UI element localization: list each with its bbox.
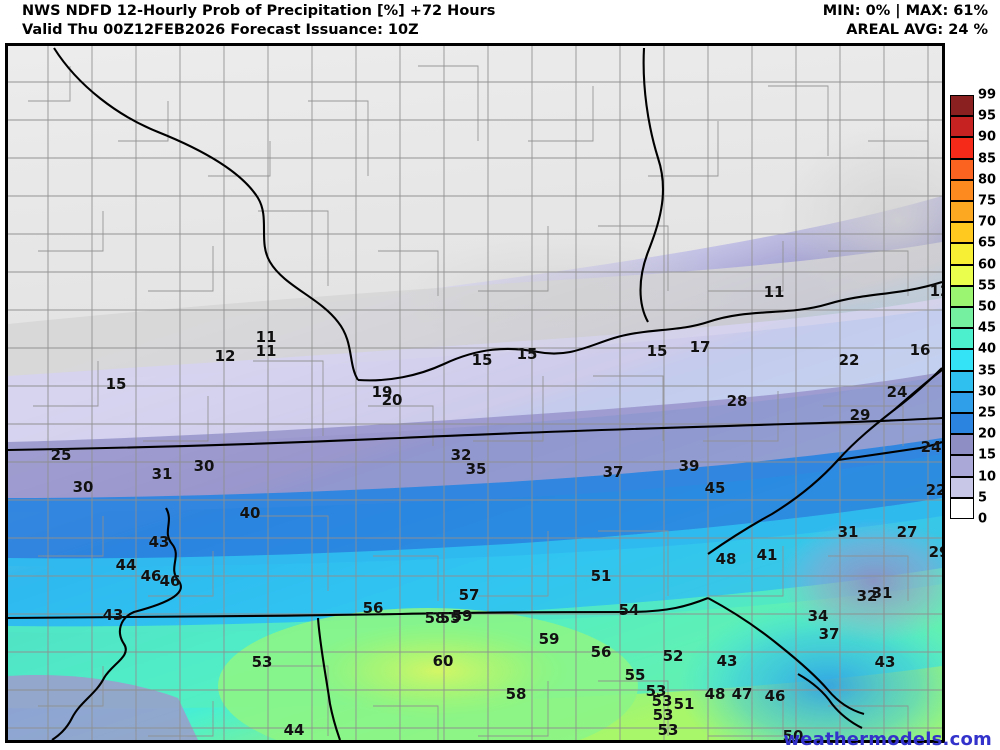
- min-max-stats: MIN: 0% | MAX: 61%: [822, 3, 988, 19]
- precipitation-contour-layer: [8, 46, 942, 740]
- pop-purple-corner-southwest: [8, 674, 198, 740]
- state-boundaries: [8, 47, 942, 740]
- colorbar-tick-20: 20: [978, 426, 997, 442]
- colorbar-tick-40: 40: [978, 341, 997, 357]
- colorbar-band-90: [950, 137, 974, 159]
- pop-band-10: [8, 298, 942, 450]
- colorbar-tick-35: 35: [978, 363, 997, 379]
- colorbar-tick-70: 70: [978, 214, 997, 230]
- colorbar-band-99: [950, 95, 974, 117]
- map-canvas[interactable]: 1111121515151517111216221920282429242225…: [5, 43, 945, 743]
- colorbar-tick-0: 0: [978, 511, 988, 527]
- pop-gray-tongue-center: [388, 236, 748, 356]
- colorbar-tick-65: 65: [978, 235, 997, 251]
- colorbar-band-25: [950, 413, 974, 435]
- header-bar: NWS NDFD 12-Hourly Prob of Precipitation…: [0, 0, 1000, 42]
- colorbar-band-70: [950, 222, 974, 244]
- colorbar-tick-85: 85: [978, 151, 997, 167]
- colorbar-band-20: [950, 434, 974, 456]
- colorbar-band-15: [950, 455, 974, 477]
- colorbar-band-35: [950, 370, 974, 392]
- pop-purple-notch-southeast: [779, 519, 942, 643]
- colorbar-band-50: [950, 307, 974, 329]
- colorbar-tick-90: 90: [978, 129, 997, 145]
- header-stats-block: MIN: 0% | MAX: 61% AREAL AVG: 24 %: [823, 2, 988, 40]
- colorbar-tick-80: 80: [978, 172, 997, 188]
- colorbar-tick-55: 55: [978, 278, 997, 294]
- colorbar-tick-15: 15: [978, 447, 997, 463]
- colorbar-tick-30: 30: [978, 384, 997, 400]
- colorbar-legend[interactable]: 99 95 90 85 80 75 70 65 60 55 50 45 40 35 30 25 20 15 10 5 0: [950, 89, 997, 526]
- colorbar-tick-25: 25: [978, 405, 997, 421]
- colorbar-band-40: [950, 349, 974, 371]
- colorbar-band-30: [950, 391, 974, 413]
- product-title: NWS NDFD 12-Hourly Prob of Precipitation…: [22, 3, 496, 19]
- colorbar-band-75: [950, 201, 974, 223]
- colorbar-band-80: [950, 179, 974, 201]
- county-boundaries-detail: [28, 65, 929, 740]
- colorbar-tick-45: 45: [978, 320, 997, 336]
- pop-gray-tongue-northeast: [778, 126, 942, 316]
- colorbar-band-45: [950, 328, 974, 350]
- colorbar-tick-5: 5: [978, 490, 988, 506]
- header-title-block: NWS NDFD 12-Hourly Prob of Precipitation…: [22, 2, 495, 40]
- county-boundaries: [8, 46, 942, 740]
- colorbar-tick-99: 99: [978, 87, 997, 103]
- colorbar-tick-50: 50: [978, 299, 997, 315]
- colorbar-tick-75: 75: [978, 193, 997, 209]
- colorbar-band-10: [950, 476, 974, 498]
- valid-time-line: Valid Thu 00Z12FEB2026 Forecast Issuance…: [22, 22, 419, 38]
- colorbar-tick-95: 95: [978, 108, 997, 124]
- pop-max-core-60: [308, 623, 568, 719]
- colorbar-band-65: [950, 243, 974, 265]
- colorbar-band-55: [950, 285, 974, 307]
- areal-average-stat: AREAL AVG: 24 %: [846, 22, 988, 38]
- watermark: weathermodels.com: [783, 729, 992, 750]
- colorbar-tick-60: 60: [978, 257, 997, 273]
- colorbar-band-95: [950, 116, 974, 138]
- colorbar-tick-10: 10: [978, 469, 997, 485]
- colorbar-band-85: [950, 158, 974, 180]
- colorbar-band-60: [950, 264, 974, 286]
- colorbar-band-zero: [950, 497, 974, 519]
